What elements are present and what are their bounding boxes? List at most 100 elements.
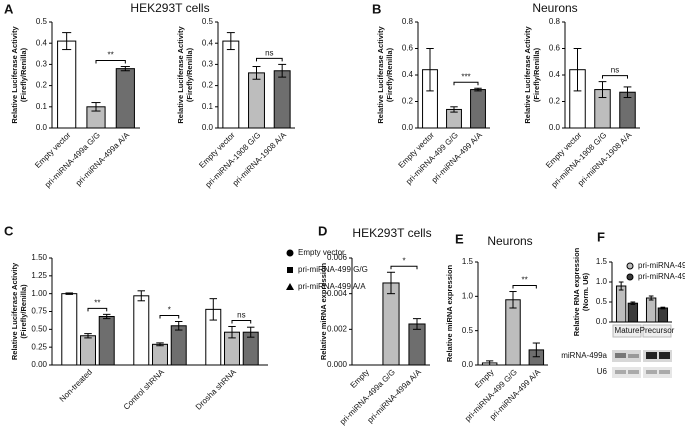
error-bar bbox=[412, 318, 422, 330]
panel-label: F bbox=[597, 229, 605, 244]
significance-bracket bbox=[390, 265, 418, 270]
x-tick-label: pri-miRNA-499a G/G bbox=[43, 131, 102, 190]
y-tick-label: 0.2 bbox=[36, 81, 48, 90]
bar bbox=[273, 70, 291, 129]
significance-label: ** bbox=[108, 51, 114, 60]
y-tick-label: 0.0 bbox=[202, 123, 214, 132]
error-bar bbox=[278, 63, 287, 78]
blot-band bbox=[646, 352, 657, 359]
error-bar bbox=[648, 295, 654, 301]
y-tick-label: 1.25 bbox=[31, 271, 47, 280]
y-tick-label: 0.75 bbox=[31, 307, 47, 316]
y-axis-label: Relative Luciferase Activity bbox=[176, 26, 185, 124]
blot-band bbox=[659, 370, 670, 374]
significance-bracket bbox=[602, 75, 628, 79]
significance-label: ns bbox=[611, 66, 619, 75]
error-bar bbox=[65, 292, 74, 295]
error-bar bbox=[660, 306, 666, 310]
y-axis-label: (Firefly/Renilla) bbox=[385, 47, 394, 102]
y-tick-label: 0.5 bbox=[462, 326, 474, 335]
x-tick-label: Non-treated bbox=[58, 368, 94, 404]
legend-marker bbox=[286, 249, 294, 257]
significance-label: * bbox=[402, 256, 405, 265]
y-axis-label: Relative Luciferase Activity bbox=[10, 26, 19, 124]
y-axis-label: (Firefly/Renilla) bbox=[19, 284, 28, 339]
western-blot: miRNA-499a U6 bbox=[561, 350, 672, 378]
error-bar bbox=[623, 86, 632, 99]
bar bbox=[57, 40, 77, 129]
y-tick-label: 0.0 bbox=[549, 123, 561, 132]
legend-marker bbox=[626, 262, 634, 270]
blot-label: miRNA-499a bbox=[561, 351, 607, 360]
bar bbox=[615, 285, 627, 323]
significance-label: * bbox=[168, 306, 171, 315]
error-bar bbox=[532, 342, 540, 358]
y-tick-label: 0.4 bbox=[36, 38, 48, 47]
bar bbox=[627, 302, 639, 323]
error-bar bbox=[246, 326, 255, 338]
y-tick-label: 0.2 bbox=[402, 97, 414, 106]
error-bar bbox=[509, 291, 517, 309]
bar bbox=[222, 40, 240, 129]
significance-bracket bbox=[453, 81, 479, 86]
error-bar bbox=[91, 102, 101, 112]
panel-title: HEK293T cells bbox=[130, 1, 209, 15]
panel-label: C bbox=[4, 223, 14, 238]
error-bar bbox=[62, 32, 72, 51]
y-tick-label: 0.0 bbox=[596, 317, 608, 326]
significance-label: ns bbox=[237, 311, 245, 320]
blot-lane bbox=[643, 367, 672, 378]
legend-label: pri-miRNA-499 A/A bbox=[638, 272, 685, 281]
blot-band bbox=[615, 370, 626, 374]
error-bar bbox=[226, 32, 235, 51]
y-axis-label: Relative miRNA expression bbox=[445, 264, 454, 362]
significance-bracket bbox=[159, 314, 180, 319]
error-bar bbox=[174, 320, 183, 331]
y-tick-label: 1.5 bbox=[462, 257, 474, 266]
y-tick-label: 0.3 bbox=[202, 60, 214, 69]
y-axis-label: Relative Luciferase Activity bbox=[376, 26, 385, 124]
x-tick-label: Empty bbox=[349, 368, 371, 390]
y-tick-label: 0.3 bbox=[36, 60, 48, 69]
y-tick-label: 0.2 bbox=[202, 81, 214, 90]
y-axis-label: (Firefly/Renilla) bbox=[19, 47, 28, 102]
y-tick-label: 1.0 bbox=[462, 291, 474, 300]
panel-title: Neurons bbox=[532, 1, 577, 15]
bar bbox=[645, 297, 657, 323]
y-tick-label: 0.25 bbox=[31, 342, 47, 351]
x-tick-label: Mature bbox=[615, 326, 640, 335]
blot-band bbox=[628, 370, 639, 374]
error-bar bbox=[426, 48, 434, 92]
legend-marker bbox=[287, 267, 293, 273]
y-tick-label: 0.8 bbox=[402, 17, 414, 26]
y-tick-label: 0.5 bbox=[202, 17, 214, 26]
error-bar bbox=[474, 87, 482, 92]
blot-band bbox=[646, 370, 657, 374]
bar bbox=[80, 335, 96, 366]
significance-bracket bbox=[95, 60, 126, 64]
panel-label: B bbox=[372, 1, 381, 16]
x-tick-label: Drosha shRNA bbox=[194, 367, 239, 412]
bar bbox=[382, 282, 400, 366]
y-tick-label: 0.6 bbox=[402, 44, 414, 53]
legend-marker bbox=[626, 273, 634, 281]
y-tick-label: 1.50 bbox=[31, 253, 47, 262]
bar bbox=[115, 68, 135, 129]
y-tick-label: 0.0 bbox=[36, 123, 48, 132]
significance-bracket bbox=[231, 319, 252, 324]
x-tick-label: Control shRNA bbox=[122, 367, 167, 412]
bar bbox=[133, 295, 150, 366]
bar bbox=[408, 323, 426, 366]
blot-label: U6 bbox=[597, 367, 608, 376]
y-tick-label: 0.002 bbox=[327, 324, 348, 333]
error-bar bbox=[120, 66, 130, 72]
y-axis-label: Relative miRNA expression bbox=[319, 262, 328, 360]
error-bar bbox=[84, 333, 92, 339]
error-bar bbox=[102, 313, 111, 320]
y-tick-label: 0.1 bbox=[202, 102, 214, 111]
legend-label: pri-miRNA-499 G/G bbox=[638, 261, 685, 270]
category-box bbox=[612, 324, 642, 338]
bar bbox=[98, 315, 115, 366]
